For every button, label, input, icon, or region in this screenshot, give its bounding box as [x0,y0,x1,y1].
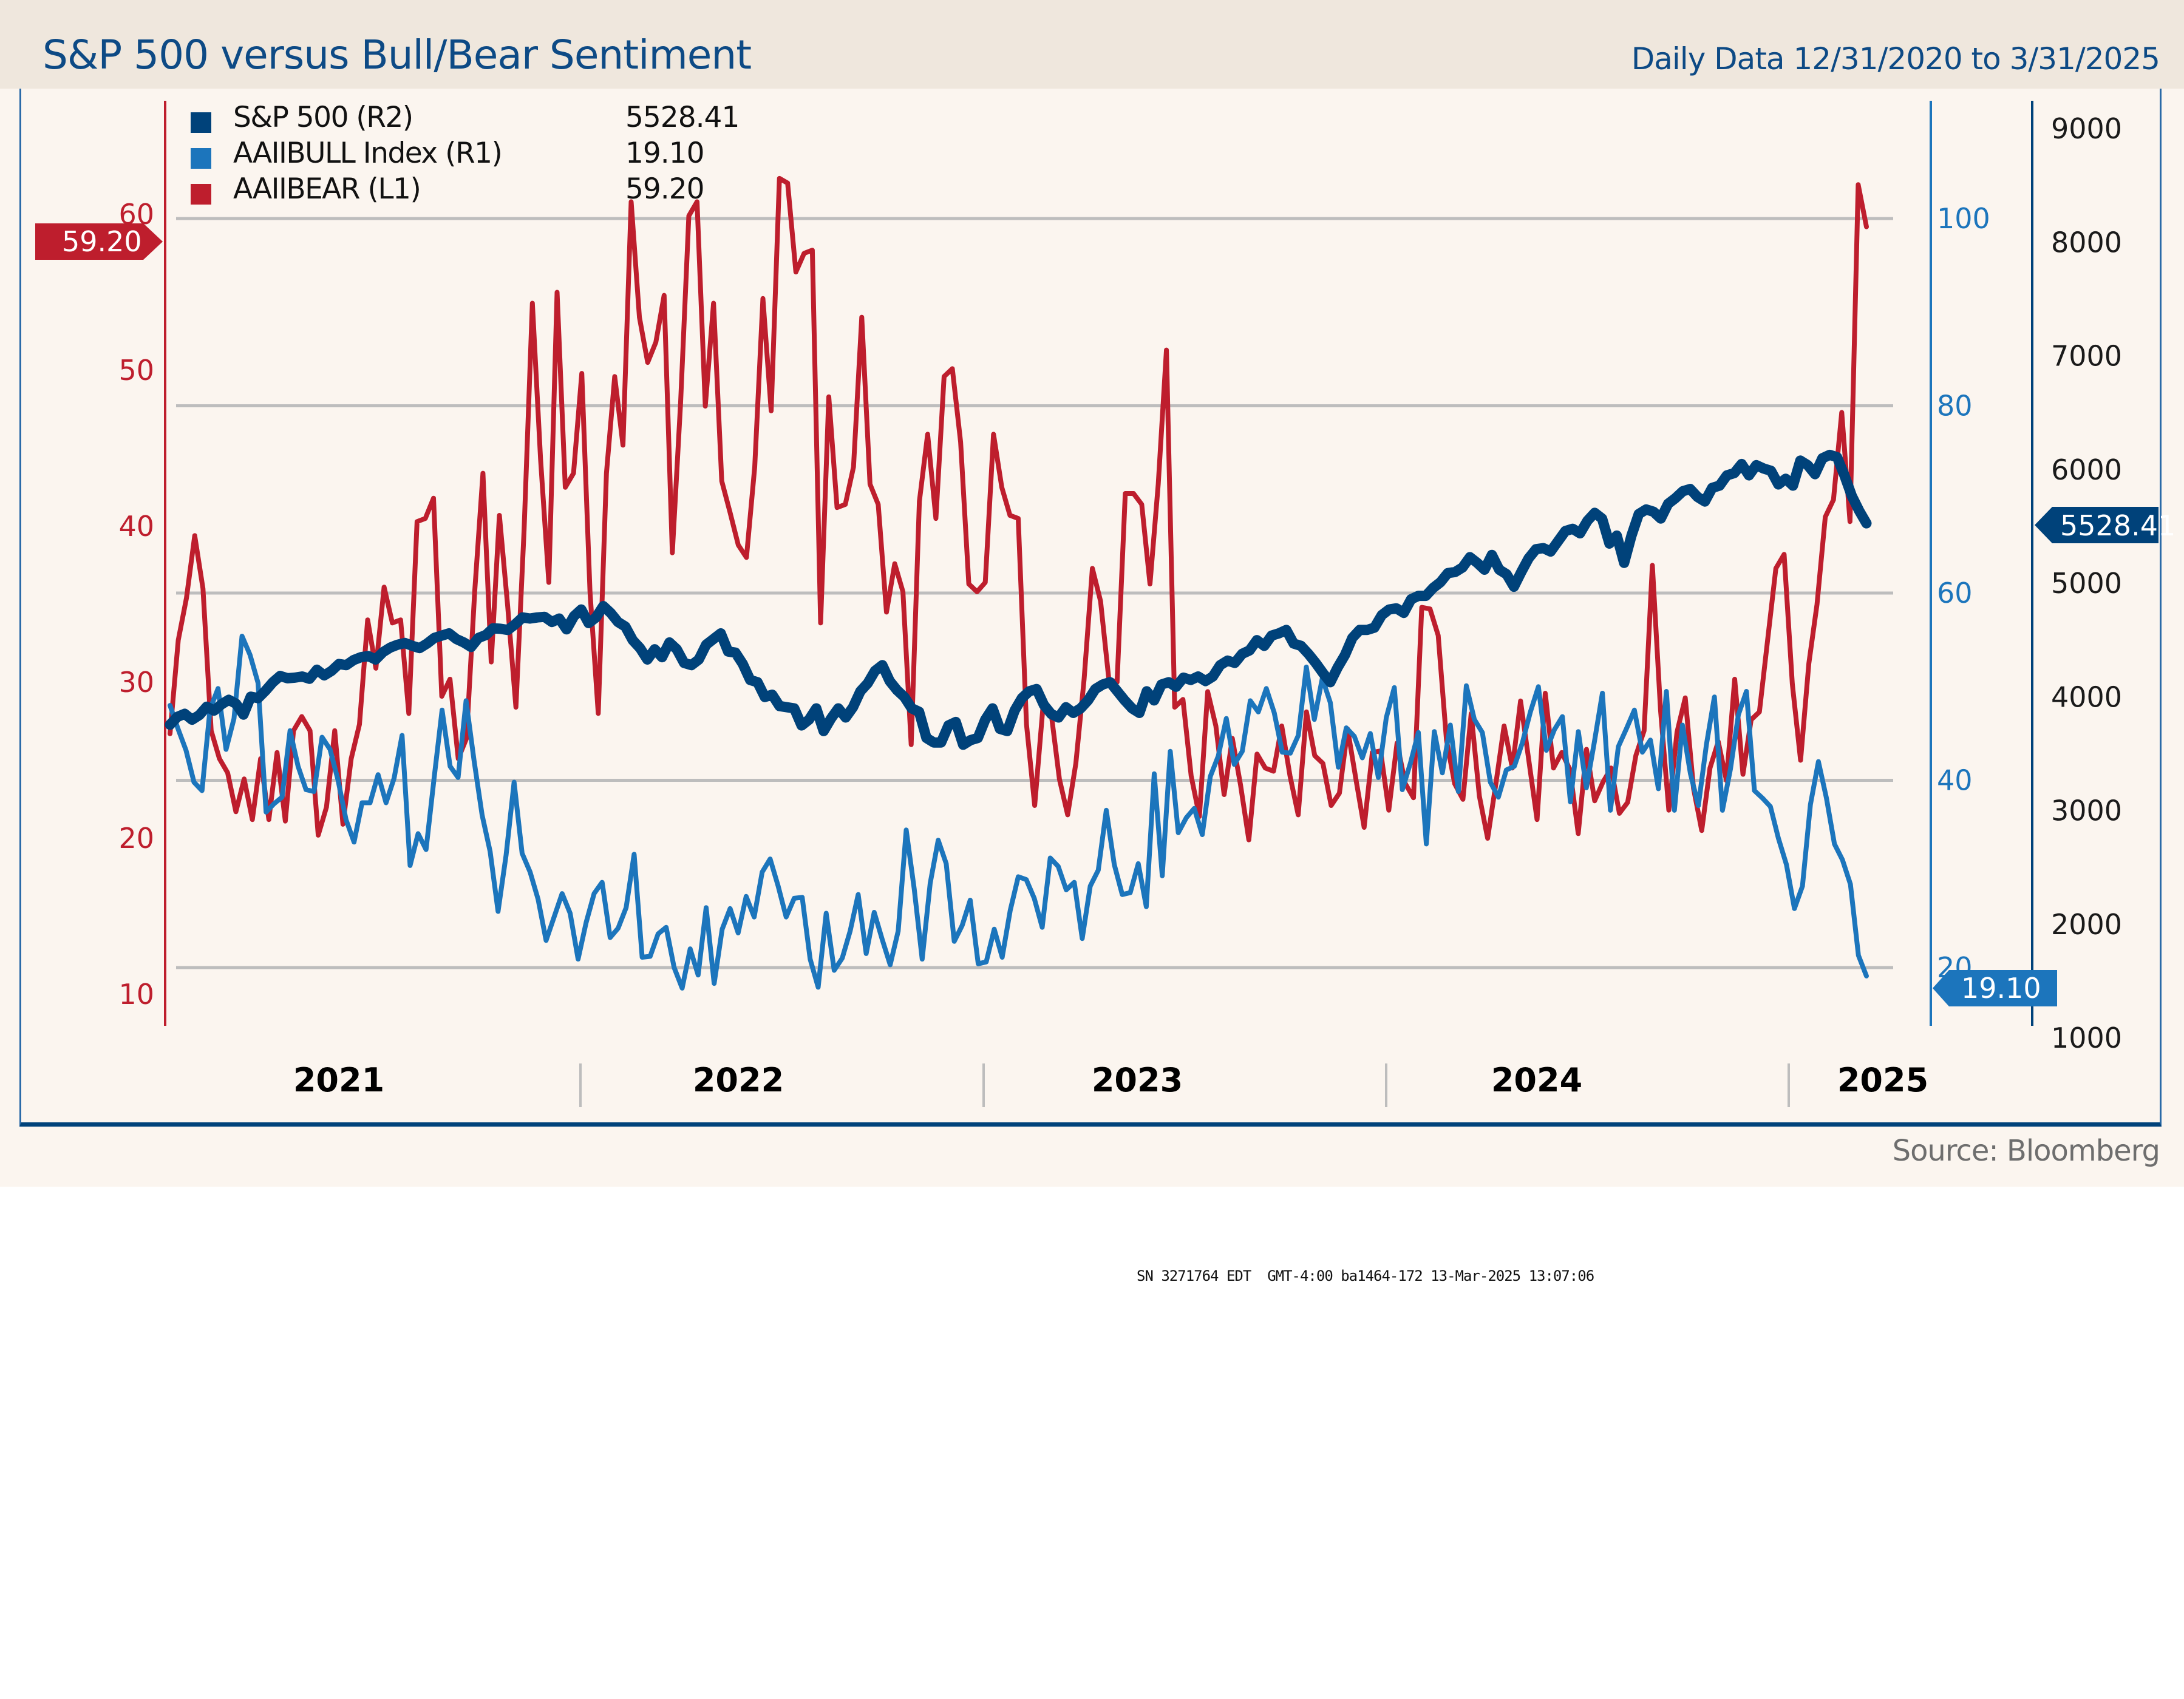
series-lines [165,175,1872,991]
x-axis-years: 2021 2022 2023 2024 2025 [293,1061,1928,1107]
year-label: 2021 [293,1061,384,1099]
chart-subtitle: Daily Data 12/31/2020 to 3/31/2025 [1631,41,2160,76]
legend-swatch-bull [191,148,211,169]
r2-tick-label: 4000 [2051,680,2122,713]
r1-tick-label: 60 [1937,577,1973,609]
left-tick-label: 40 [118,510,154,543]
legend-label-bear: AAIIBEAR (L1) [233,172,421,206]
r1-tick-label: 40 [1937,764,1973,797]
print-stamp: SN 3271764 EDT GMT-4:00 ba1464-172 13-Ma… [1137,1267,1594,1284]
legend-swatch-spx [191,112,211,133]
bull-callout: 19.10 [1933,970,2057,1006]
r2-tick-label: 3000 [2051,795,2122,827]
bull-series-line [168,634,1869,991]
legend-value-bear: 59.20 [625,172,705,206]
year-label: 2024 [1491,1061,1582,1099]
bull-callout-value: 19.10 [1961,972,2041,1005]
spx-series-line [165,449,1872,750]
axes [164,101,2033,1026]
source-note: Source: Bloomberg [1892,1134,2160,1168]
year-label: 2025 [1837,1061,1928,1099]
legend-label-spx: S&P 500 (R2) [233,101,413,134]
bear-callout: 59.20 [35,223,163,260]
spx-callout: 5528.41 [2035,507,2175,543]
r2-tick-label: 7000 [2051,340,2122,373]
year-label: 2022 [693,1061,784,1099]
legend-value-bull: 19.10 [625,137,705,170]
bull-callout-shape [1933,970,2057,1006]
left-tick-label: 50 [118,354,154,387]
legend-value-spx: 5528.41 [625,101,740,134]
bear-series-line [168,175,1869,843]
spx-callout-value: 5528.41 [2060,509,2175,542]
r2-tick-label: 1000 [2051,1022,2122,1054]
gridlines [176,217,1893,969]
bear-callout-shape [35,223,163,260]
r2-tick-label: 8000 [2051,226,2122,259]
legend-label-bull: AAIIBULL Index (R1) [233,137,503,170]
bear-callout-value: 59.20 [62,225,142,258]
r2-tick-label: 5000 [2051,567,2122,600]
r1-tick-label: 80 [1937,390,1973,422]
spx-callout-shape [2035,507,2158,543]
chart-frame [19,89,2162,1127]
left-tick-label: 10 [118,978,154,1011]
chart-title: S&P 500 versus Bull/Bear Sentiment [43,32,752,78]
legend-swatch-bear [191,184,211,205]
r1-tick-label: 100 [1937,202,1990,235]
left-tick-label: 30 [118,666,154,699]
header-bar: S&P 500 versus Bull/Bear Sentiment Daily… [0,0,2184,89]
r2-tick-label: 9000 [2051,112,2122,145]
r2-tick-label: 2000 [2051,908,2122,941]
left-tick-label: 20 [118,822,154,855]
r2-tick-label: 6000 [2051,453,2122,486]
year-label: 2023 [1092,1061,1183,1099]
r2-axis-ticks: 1000 2000 3000 4000 5000 6000 7000 8000 9000 [2051,112,2122,1054]
